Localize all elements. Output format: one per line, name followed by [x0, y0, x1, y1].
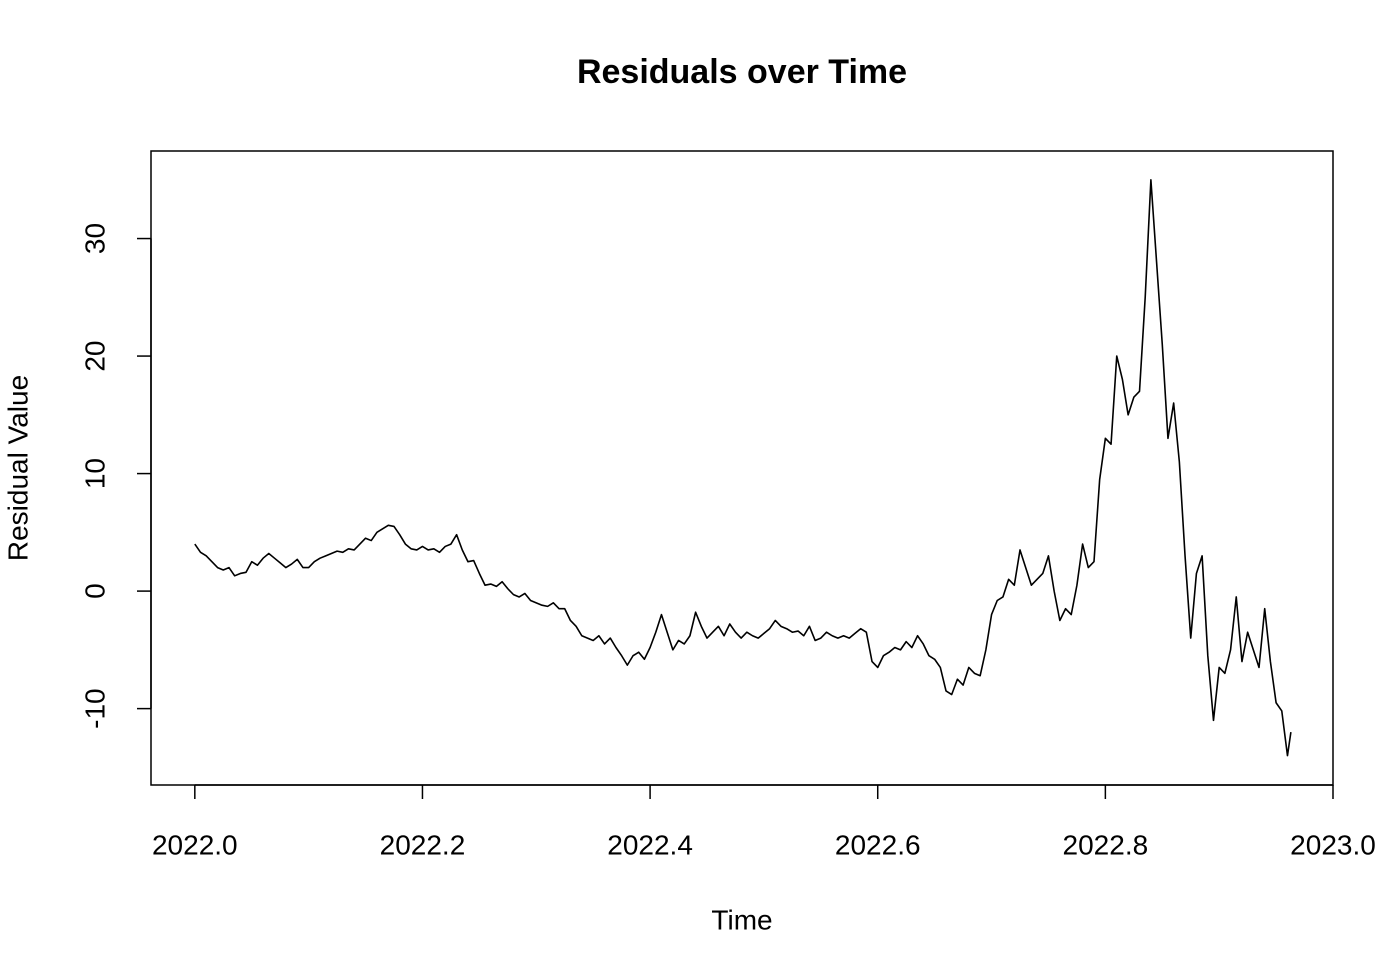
x-tick-label: 2023.0 [1290, 829, 1376, 860]
y-tick-label: 30 [79, 223, 110, 254]
chart-title: Residuals over Time [577, 53, 907, 91]
data-line [194, 178, 1292, 757]
x-tick-label: 2022.4 [607, 829, 693, 860]
x-tick-label: 2022.2 [380, 829, 466, 860]
y-tick-label: -10 [79, 688, 110, 728]
y-tick-label: 10 [79, 458, 110, 489]
x-tick-label: 2022.8 [1063, 829, 1149, 860]
y-tick-label: 20 [79, 340, 110, 371]
x-tick-label: 2022.0 [152, 829, 238, 860]
y-tick-label: 0 [79, 583, 110, 599]
y-axis-title: Residual Value [2, 375, 33, 561]
x-axis-title: Time [711, 904, 772, 935]
x-tick-label: 2022.6 [835, 829, 921, 860]
